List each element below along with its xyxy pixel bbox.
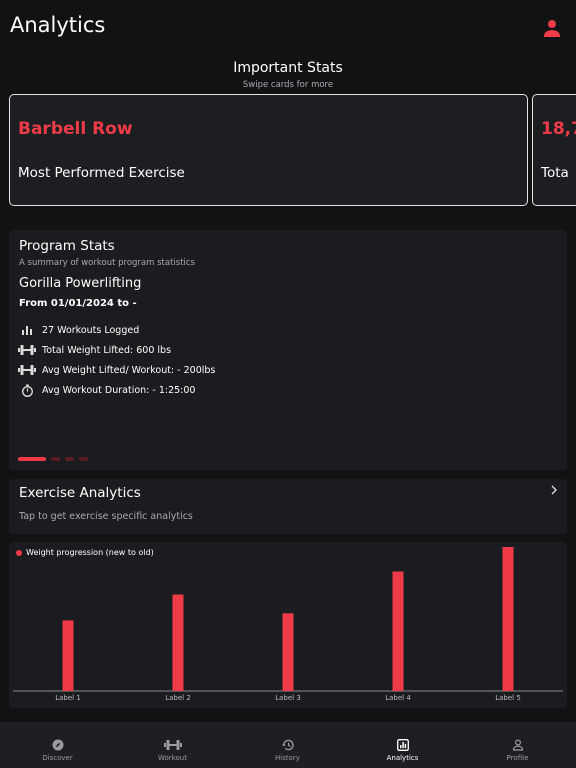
legend-marker bbox=[16, 549, 22, 556]
stat-card[interactable]: Barbell Row Most Performed Exercise bbox=[9, 94, 528, 206]
page-dot[interactable] bbox=[51, 457, 60, 461]
chart-bar bbox=[502, 547, 514, 691]
profile-button[interactable] bbox=[540, 16, 564, 40]
x-tick-label: Label 3 bbox=[275, 694, 301, 702]
program-stats-panel[interactable]: Program Stats A summary of workout progr… bbox=[9, 230, 567, 470]
dumbbell-icon bbox=[163, 740, 182, 750]
bar-chart-icon bbox=[18, 323, 36, 337]
stat-row: 27 Workouts Logged bbox=[18, 321, 139, 339]
exercise-analytics-title: Exercise Analytics bbox=[19, 485, 141, 501]
chart-bar bbox=[172, 594, 184, 691]
program-date-range: From 01/01/2024 to - bbox=[19, 298, 137, 309]
dumbbell-icon bbox=[18, 363, 36, 377]
stat-card-value: Barbell Row bbox=[18, 119, 133, 139]
stat-card[interactable]: 18,7 Tota bbox=[532, 94, 576, 206]
x-tick-label: Label 5 bbox=[495, 694, 521, 702]
program-stats-title: Program Stats bbox=[19, 238, 115, 254]
bottom-nav: Discover Workout History Analytics Profi… bbox=[0, 722, 576, 768]
chart-bar bbox=[62, 620, 74, 691]
stat-row: Avg Weight Lifted/ Workout: - 200lbs bbox=[18, 361, 215, 379]
stopwatch-icon bbox=[18, 383, 36, 397]
nav-label: Discover bbox=[42, 754, 73, 762]
stat-card-label: Tota bbox=[541, 165, 569, 181]
important-stats-subtitle: Swipe cards for more bbox=[242, 80, 334, 90]
person-icon bbox=[512, 739, 523, 751]
nav-label: Workout bbox=[158, 754, 187, 762]
page-title: Analytics bbox=[10, 13, 106, 37]
chart-legend: Weight progression (new to old) bbox=[16, 548, 154, 557]
stat-row: Total Weight Lifted: 600 lbs bbox=[18, 341, 171, 359]
dumbbell-icon bbox=[18, 343, 36, 357]
program-stats-subtitle: A summary of workout program statistics bbox=[19, 258, 195, 268]
nav-item-profile[interactable]: Profile bbox=[460, 722, 575, 768]
nav-item-analytics[interactable]: Analytics bbox=[345, 722, 460, 768]
page-dot[interactable] bbox=[79, 457, 88, 461]
chart-plot: Label 1 Label 2 Label 3 Label 4 Label 5 bbox=[13, 547, 563, 702]
page-dot[interactable] bbox=[18, 457, 46, 461]
person-icon bbox=[544, 20, 560, 37]
chevron-right-icon bbox=[551, 485, 557, 495]
chart-bar bbox=[392, 571, 404, 691]
nav-item-discover[interactable]: Discover bbox=[0, 722, 115, 768]
nav-label: Analytics bbox=[386, 754, 419, 762]
nav-label: Profile bbox=[506, 754, 529, 762]
stat-text: Avg Weight Lifted/ Workout: - 200lbs bbox=[42, 364, 216, 376]
x-tick-label: Label 2 bbox=[165, 694, 191, 702]
nav-label: History bbox=[275, 754, 300, 762]
exercise-analytics-subtitle: Tap to get exercise specific analytics bbox=[19, 511, 193, 522]
important-stats-title: Important Stats bbox=[233, 60, 343, 76]
stat-text: Total Weight Lifted: 600 lbs bbox=[42, 344, 172, 356]
history-icon bbox=[281, 739, 294, 751]
x-tick-label: Label 1 bbox=[55, 694, 81, 702]
chart-bar bbox=[282, 613, 294, 691]
stat-text: 27 Workouts Logged bbox=[42, 324, 140, 336]
exercise-analytics-card[interactable]: Exercise Analytics Tap to get exercise s… bbox=[9, 479, 567, 534]
nav-item-history[interactable]: History bbox=[230, 722, 345, 768]
page-dot[interactable] bbox=[65, 457, 74, 461]
stat-text: Avg Workout Duration: - 1:25:00 bbox=[42, 384, 196, 396]
stat-card-label: Most Performed Exercise bbox=[18, 165, 185, 181]
page-indicator bbox=[18, 457, 88, 461]
x-tick-label: Label 4 bbox=[385, 694, 411, 702]
compass-icon bbox=[52, 739, 63, 751]
stat-row: Avg Workout Duration: - 1:25:00 bbox=[18, 381, 195, 399]
stat-card-value: 18,7 bbox=[541, 119, 576, 139]
nav-item-workout[interactable]: Workout bbox=[115, 722, 230, 768]
program-name: Gorilla Powerlifting bbox=[19, 276, 142, 291]
analytics-icon bbox=[396, 739, 409, 751]
legend-label: Weight progression (new to old) bbox=[26, 548, 154, 557]
